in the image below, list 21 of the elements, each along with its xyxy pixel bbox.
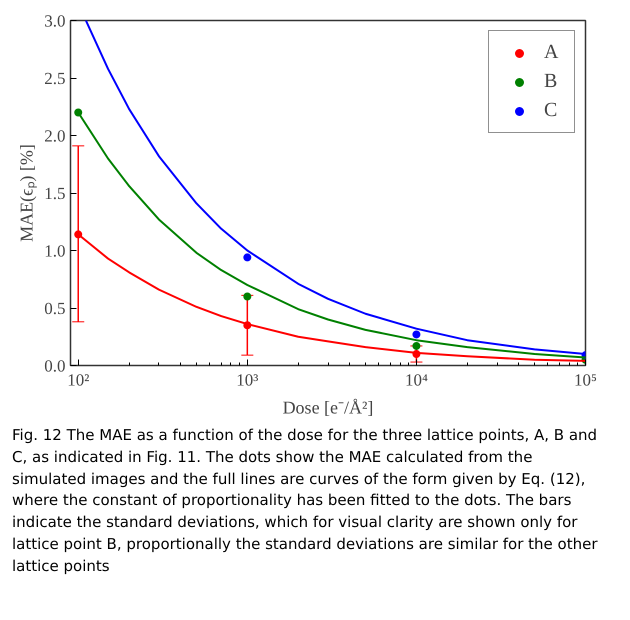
point (243, 292, 252, 300)
y-tick-label: 0.5 (44, 299, 66, 318)
x-tick-label: 10² (67, 370, 90, 390)
y-tick-label: 1.5 (44, 184, 66, 203)
point (412, 342, 420, 350)
y-axis-title: MAE(ϵₚ) [%] (16, 144, 38, 242)
x-tick-label: 10⁴ (404, 370, 428, 390)
caption: Fig. 12 The MAE as a function of the dose for the three lattice points, A, B and C, as indicated in Fig. 11. The dots show the MAE calculated from the simulated images and the full lines are curves of the form given by Eq. (12), where the constant of proportionality has been fitted to the dots. The bars indicate the standard deviations, which for visual clarity are shown only for lattice point B, proportionally the standard deviations are similar for the other lattice points (12, 425, 598, 576)
y-tick-label: 2.0 (44, 126, 66, 146)
point (243, 253, 252, 262)
y-tick-label: 1.0 (44, 242, 66, 260)
x-axis-title: Dose [e⁻/Å²] (282, 398, 374, 418)
legend-label: B (544, 70, 558, 93)
legend-label: C (544, 99, 558, 122)
legend-label: A (544, 41, 560, 64)
y-tick-label: 3.0 (44, 12, 66, 30)
point (412, 330, 420, 338)
x-tick-label: 10³ (236, 370, 258, 390)
y-tick-label: 2.5 (44, 69, 66, 88)
x-tick-label: 10⁵ (574, 370, 598, 390)
y-tick-label: 0.0 (44, 356, 66, 376)
